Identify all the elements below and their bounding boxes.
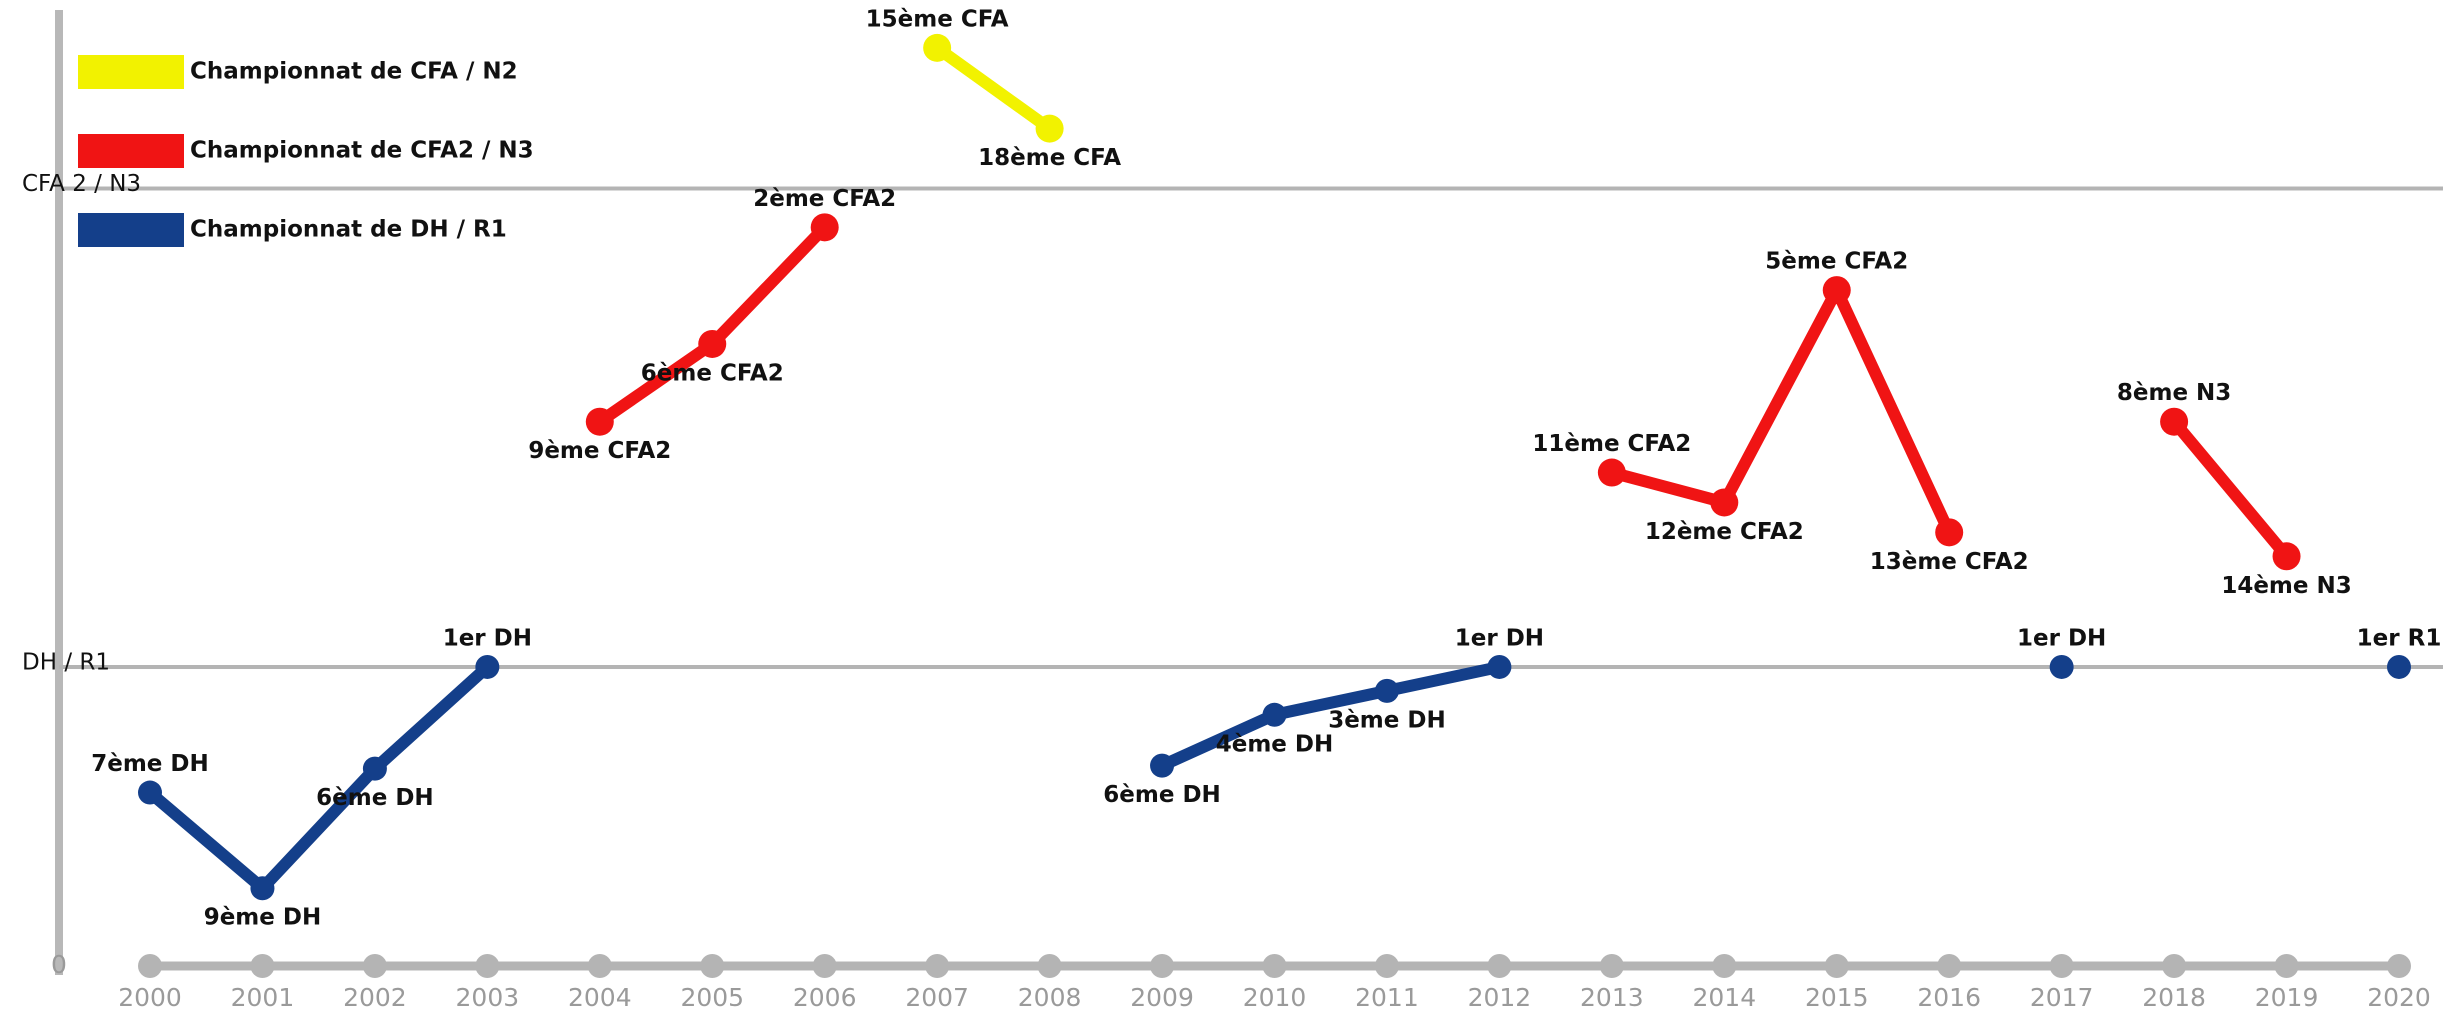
legend-label: Championnat de CFA / N2 (190, 59, 518, 85)
point (475, 954, 500, 978)
point (585, 407, 614, 436)
point-label: 13ème CFA2 (1870, 549, 2029, 575)
x-tick-label: 2004 (568, 983, 632, 1012)
x-tick-label: 2013 (1580, 983, 1644, 1012)
point (138, 780, 162, 805)
y-tick-label: DH / R1 (22, 649, 110, 675)
point (1824, 954, 1849, 978)
point (138, 954, 162, 978)
point (1935, 518, 1964, 547)
legend-swatch (78, 55, 184, 89)
point-label: 4ème DH (1216, 731, 1334, 757)
point (1937, 954, 1962, 978)
x-tick-label: 2008 (1018, 983, 1082, 1012)
x-tick-label: 2011 (1355, 983, 1419, 1012)
point-label: 9ème CFA2 (528, 438, 671, 464)
x-tick-label: 2007 (905, 983, 969, 1012)
point (2162, 954, 2187, 978)
point (475, 654, 500, 679)
point-label: 5ème CFA2 (1765, 249, 1908, 275)
point (2387, 654, 2411, 679)
point-label: 12ème CFA2 (1645, 519, 1804, 545)
point (1374, 954, 1399, 978)
x-tick-label: 2014 (1692, 983, 1756, 1012)
point (1262, 954, 1287, 978)
point (587, 954, 612, 978)
x-tick-label: 2019 (2255, 983, 2319, 1012)
point (2049, 954, 2074, 978)
point (923, 33, 952, 62)
y-tick-label: CFA 2 / N3 (22, 171, 141, 197)
point (1712, 954, 1737, 978)
point (810, 213, 839, 242)
point (362, 756, 387, 781)
legend-swatch (78, 213, 184, 247)
legend-label: Championnat de CFA2 / N3 (190, 138, 534, 164)
point-label: 6ème DH (1103, 782, 1221, 808)
point (1150, 753, 1175, 778)
point (1599, 954, 1624, 978)
x-tick-label: 2005 (680, 983, 744, 1012)
x-tick-label: 2020 (2367, 983, 2431, 1012)
series-line (150, 667, 2399, 888)
point (1487, 954, 1512, 978)
point-label: 6ème CFA2 (641, 360, 784, 386)
point (925, 954, 950, 978)
x-tick-label: 2001 (231, 983, 295, 1012)
point (1710, 488, 1739, 517)
point (1035, 114, 1064, 143)
point (362, 954, 387, 978)
x-tick-label: 2010 (1243, 983, 1307, 1012)
point (2274, 954, 2299, 978)
x-tick-label: 2003 (456, 983, 520, 1012)
point-label: 1er R1 (2357, 625, 2442, 651)
x-tick-label: 2000 (118, 983, 182, 1012)
point-label: 9ème DH (204, 905, 322, 931)
x-tick-label: 2006 (793, 983, 857, 1012)
x-tick-label: 2017 (2030, 983, 2094, 1012)
point-label: 14ème N3 (2221, 573, 2351, 599)
x-tick-label: 2009 (1130, 983, 1194, 1012)
point (2049, 654, 2074, 679)
point (1037, 954, 1062, 978)
x-tick-label: 2002 (343, 983, 407, 1012)
point (2387, 954, 2411, 978)
point (2160, 407, 2189, 436)
x-tick-label: 2015 (1805, 983, 1869, 1012)
point (698, 329, 727, 358)
series-line (931, 41, 1056, 135)
point-label: 8ème N3 (2117, 380, 2231, 406)
point (1374, 678, 1399, 703)
point (2272, 542, 2301, 571)
legend-label: Championnat de DH / R1 (190, 217, 507, 243)
x-tick-label: 2016 (1917, 983, 1981, 1012)
point-label: 3ème DH (1328, 707, 1446, 733)
point (700, 954, 725, 978)
point (1597, 458, 1626, 487)
point (1822, 276, 1851, 305)
point (250, 876, 275, 901)
legend-swatch (78, 134, 184, 168)
point-label: 6ème DH (316, 785, 434, 811)
point (1487, 654, 1512, 679)
x-tick-label: 2018 (2142, 983, 2206, 1012)
x-tick-label: 2012 (1468, 983, 1532, 1012)
point-label: 11ème CFA2 (1532, 431, 1691, 457)
point (1262, 702, 1287, 727)
point-label: 1er DH (1455, 625, 1544, 651)
point-label: 1er DH (2017, 625, 2106, 651)
point (812, 954, 837, 978)
point-label: 1er DH (443, 625, 532, 651)
y-tick-label: 0 (51, 950, 67, 979)
point-label: 2ème CFA2 (753, 186, 896, 212)
point (1150, 954, 1175, 978)
point (250, 954, 275, 978)
point-label: 18ème CFA (978, 145, 1121, 171)
point-label: 7ème DH (91, 751, 209, 777)
series-line (593, 221, 2293, 563)
point-label: 15ème CFA (866, 6, 1009, 32)
